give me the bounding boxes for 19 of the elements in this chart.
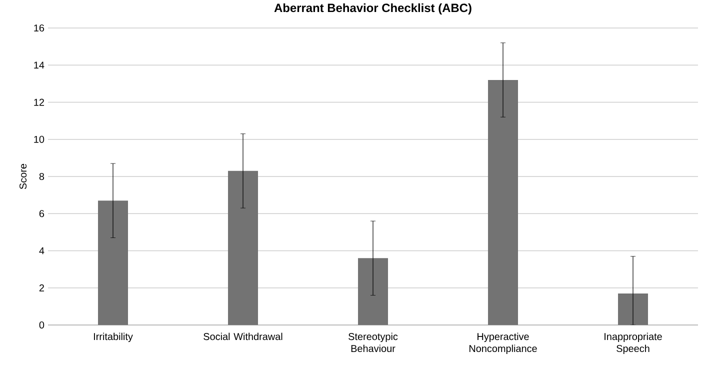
x-tick-label: Stereotypic Behaviour bbox=[348, 332, 398, 352]
y-tick-label: 0 bbox=[39, 321, 44, 329]
x-tick-label: Inappropriate Speech bbox=[604, 332, 662, 354]
x-tick-label: Hyperactive Noncompliance bbox=[469, 332, 537, 354]
y-tick-label: 8 bbox=[39, 172, 44, 180]
bar bbox=[98, 200, 128, 325]
y-axis-title: Score bbox=[20, 164, 27, 190]
y-tick-label: 10 bbox=[34, 136, 44, 143]
bar bbox=[228, 170, 258, 325]
bar bbox=[488, 80, 518, 325]
x-tick-label: Social Withdrawal bbox=[204, 332, 282, 340]
y-tick-label: 6 bbox=[39, 210, 44, 218]
y-tick-label: 14 bbox=[34, 62, 44, 69]
x-tick-label: Irritability bbox=[94, 332, 133, 342]
y-tick-label: 2 bbox=[39, 284, 44, 292]
y-tick-label: 4 bbox=[39, 247, 44, 254]
y-tick-label: 16 bbox=[34, 24, 44, 32]
y-tick-label: 12 bbox=[34, 98, 44, 106]
chart-title: Aberrant Behavior Checklist (ABC) bbox=[274, 3, 472, 14]
